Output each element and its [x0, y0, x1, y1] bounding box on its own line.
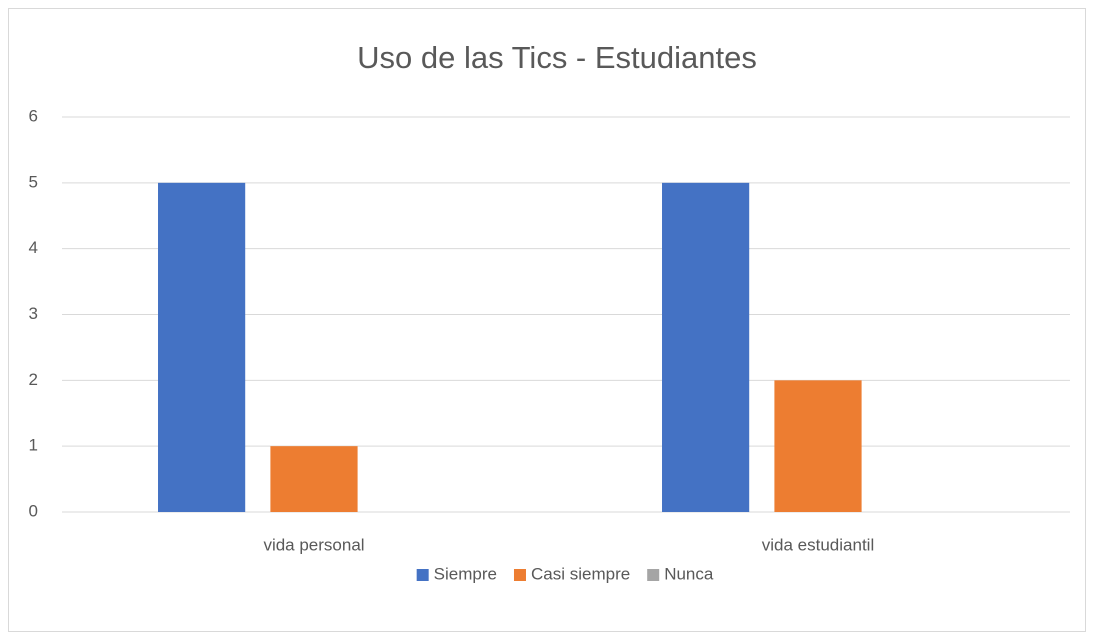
bar	[774, 380, 862, 512]
legend-swatch	[416, 569, 429, 581]
legend-swatch	[513, 569, 526, 581]
y-tick-label: 4	[29, 238, 38, 257]
chart-title: Uso de las Tics - Estudiantes	[357, 40, 757, 75]
legend-swatch	[647, 569, 660, 581]
x-tick-label: vida estudiantil	[762, 535, 874, 554]
bar	[158, 182, 246, 513]
y-tick-label: 5	[29, 172, 38, 191]
bar	[662, 182, 750, 513]
legend-label: Casi siempre	[531, 564, 630, 583]
legend-label: Siempre	[434, 564, 497, 583]
legend-label: Nunca	[664, 564, 714, 583]
y-tick-label: 1	[29, 436, 38, 455]
y-tick-label: 6	[29, 106, 38, 125]
bar	[270, 446, 358, 512]
y-tick-label: 3	[29, 304, 38, 323]
x-tick-label: vida personal	[263, 535, 364, 554]
y-tick-label: 2	[29, 370, 38, 389]
y-tick-label: 0	[29, 501, 38, 520]
